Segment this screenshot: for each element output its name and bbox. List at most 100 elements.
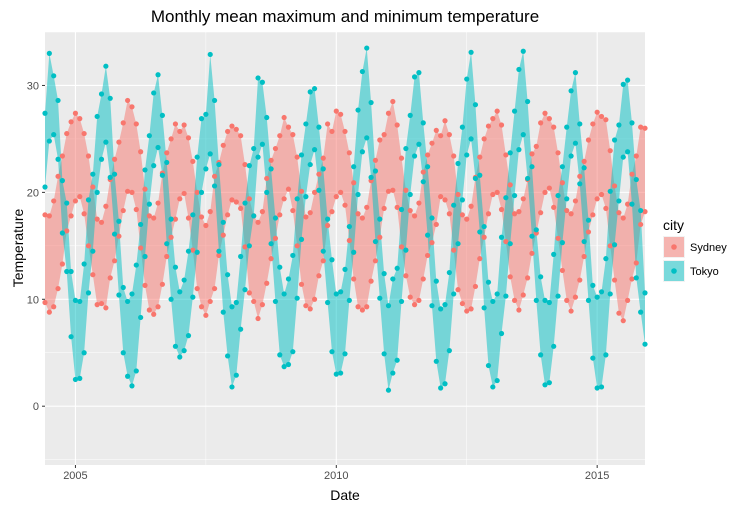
point-sydney-max: [390, 98, 396, 105]
legend-title: city: [663, 217, 684, 233]
point-sydney-max: [151, 215, 157, 221]
point-sydney-min: [90, 272, 96, 278]
point-tokyo-min: [403, 247, 409, 253]
point-tokyo-max: [51, 73, 57, 79]
point-sydney-max: [403, 187, 409, 193]
point-tokyo-min: [277, 352, 283, 358]
point-sydney-max: [307, 210, 313, 216]
point-tokyo-min: [559, 240, 565, 246]
point-tokyo-max: [342, 266, 348, 272]
point-sydney-max: [490, 116, 496, 122]
x-tick-label: 2010: [324, 470, 348, 482]
point-tokyo-min: [411, 153, 418, 159]
point-tokyo-max: [307, 89, 313, 95]
point-tokyo-max: [142, 167, 148, 173]
point-sydney-min: [564, 297, 570, 303]
point-tokyo-max: [516, 66, 522, 73]
point-tokyo-min: [255, 154, 261, 160]
point-sydney-max: [268, 157, 274, 163]
point-sydney-max: [238, 133, 244, 139]
point-tokyo-max: [168, 216, 174, 222]
point-tokyo-max: [111, 171, 118, 177]
point-sydney-min: [177, 196, 183, 202]
point-tokyo-min: [138, 314, 144, 321]
point-sydney-max: [603, 117, 609, 123]
point-tokyo-max: [146, 133, 152, 139]
point-tokyo-max: [198, 116, 205, 122]
point-sydney-max: [442, 118, 448, 124]
point-sydney-max: [325, 121, 331, 127]
point-sydney-min: [98, 300, 105, 307]
point-sydney-max: [572, 198, 579, 204]
point-tokyo-max: [242, 200, 248, 206]
point-tokyo-max: [333, 291, 339, 297]
point-sydney-max: [342, 128, 348, 135]
point-tokyo-max: [398, 206, 405, 213]
point-sydney-max: [298, 188, 305, 194]
point-sydney-max: [333, 108, 339, 114]
point-tokyo-max: [503, 195, 509, 201]
point-sydney-max: [520, 196, 526, 202]
point-sydney-max: [594, 109, 600, 115]
point-sydney-min: [359, 307, 365, 313]
point-tokyo-max: [290, 252, 296, 259]
point-tokyo-max: [407, 112, 413, 118]
point-sydney-max: [177, 128, 183, 135]
point-sydney-max: [507, 182, 513, 188]
point-tokyo-min: [464, 152, 470, 158]
point-tokyo-max: [138, 221, 144, 228]
point-sydney-min: [346, 237, 352, 244]
point-tokyo-max: [564, 124, 570, 130]
point-sydney-max: [98, 219, 105, 225]
point-sydney-max: [438, 133, 444, 139]
y-tick-label: 20: [27, 187, 39, 199]
point-tokyo-max: [251, 145, 257, 152]
point-tokyo-max: [459, 124, 465, 130]
point-sydney-min: [133, 206, 139, 213]
point-tokyo-min: [503, 293, 509, 299]
legend-label-tokyo: Tokyo: [690, 266, 719, 278]
point-tokyo-max: [272, 215, 279, 221]
point-sydney-max: [142, 186, 148, 192]
point-sydney-min: [425, 252, 431, 259]
point-sydney-max: [316, 171, 322, 177]
point-sydney-min: [433, 221, 439, 228]
point-sydney-min: [172, 216, 179, 222]
point-tokyo-min: [116, 292, 122, 298]
point-tokyo-max: [433, 278, 439, 284]
point-tokyo-max: [281, 291, 287, 297]
point-sydney-max: [346, 150, 352, 156]
point-tokyo-min: [94, 189, 100, 195]
point-sydney-min: [159, 281, 165, 287]
point-sydney-max: [46, 213, 52, 219]
point-tokyo-max: [411, 74, 418, 80]
point-sydney-min: [316, 273, 322, 279]
point-tokyo-max: [316, 124, 322, 130]
point-sydney-min: [81, 211, 87, 217]
point-tokyo-min: [368, 174, 374, 180]
point-tokyo-max: [551, 251, 557, 257]
point-tokyo-max: [594, 294, 600, 300]
point-sydney-min: [372, 258, 379, 264]
point-tokyo-min: [107, 174, 113, 180]
point-sydney-min: [103, 305, 109, 311]
point-tokyo-min: [498, 330, 505, 337]
point-tokyo-min: [316, 187, 322, 193]
point-tokyo-max: [107, 95, 113, 101]
point-tokyo-min: [185, 333, 192, 339]
point-tokyo-max: [94, 113, 100, 120]
point-sydney-max: [533, 143, 539, 149]
point-tokyo-min: [303, 194, 309, 200]
point-sydney-min: [142, 282, 148, 288]
point-sydney-max: [481, 136, 487, 142]
point-tokyo-min: [190, 294, 196, 300]
point-tokyo-max: [264, 114, 270, 121]
point-tokyo-min: [551, 343, 557, 349]
point-sydney-min: [572, 294, 579, 300]
point-tokyo-min: [125, 373, 131, 379]
point-sydney-min: [42, 299, 48, 306]
point-tokyo-max: [216, 161, 222, 168]
point-sydney-min: [451, 247, 457, 253]
point-sydney-min: [77, 194, 83, 200]
